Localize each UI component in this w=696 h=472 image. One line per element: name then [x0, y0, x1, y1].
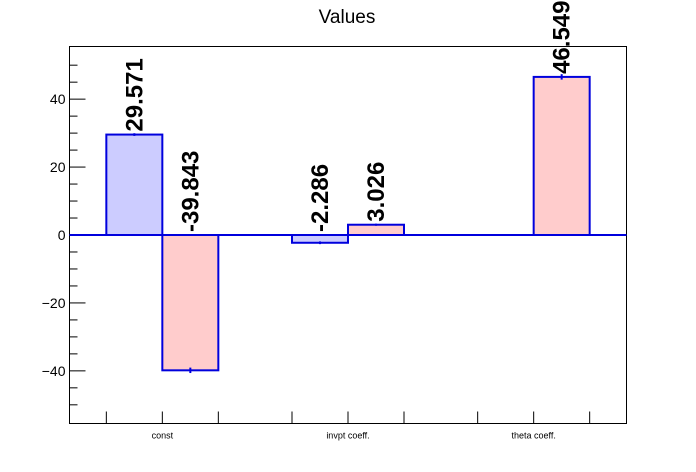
bars: [69, 74, 627, 374]
bar: [161, 234, 220, 372]
x-tick-label: invpt coeff.: [326, 431, 369, 441]
x-tick-label: theta coeff.: [511, 431, 555, 441]
x-tick-label: const: [152, 431, 174, 441]
y-tick-label: 0: [58, 227, 66, 243]
x-axis: const invpt coeff. theta coeff.: [105, 411, 591, 441]
data-label: -39.843: [177, 151, 204, 232]
bar: [347, 223, 405, 236]
data-label: 3.026: [363, 162, 390, 222]
data-label: -2.286: [307, 164, 334, 232]
y-tick-label: 20: [50, 159, 66, 175]
y-tick-label: −40: [42, 363, 66, 379]
y-tick-label: 40: [50, 91, 66, 107]
bar: [105, 133, 164, 236]
bar: [532, 75, 591, 237]
data-label: 29.571: [121, 58, 148, 131]
data-label: 46.549: [549, 0, 576, 73]
y-axis: −40 −20 0 20 40: [42, 64, 86, 406]
bar-labels: 29.571 -2.286 -39.843 3.026 46.549: [121, 0, 575, 232]
chart-title: Values: [319, 7, 376, 28]
y-tick-label: −20: [42, 295, 66, 311]
